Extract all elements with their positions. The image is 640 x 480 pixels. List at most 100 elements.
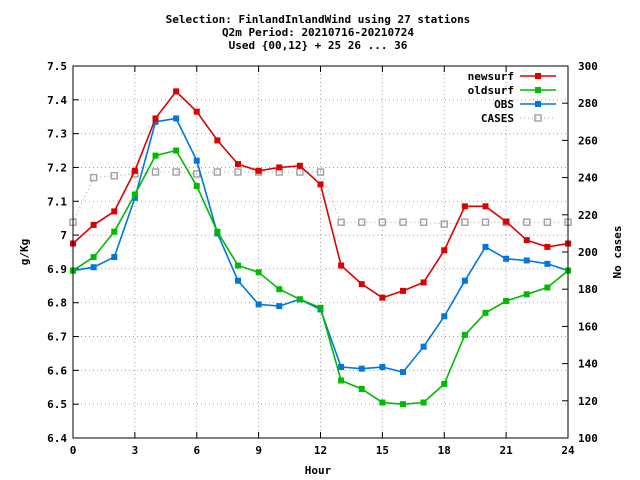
data-point [193,183,200,190]
y-tick-label: 7.1 [47,195,67,208]
y2-tick-label: 200 [578,246,598,259]
data-point [482,203,489,210]
data-point [503,255,510,262]
x-tick-label: 15 [376,444,389,457]
data-point [111,228,118,235]
data-point [441,313,448,320]
x-axis-label: Hour [305,464,332,477]
legend-entry-newsurf: newsurf [468,70,556,83]
x-tick-label: 0 [70,444,77,457]
data-point [276,286,283,293]
data-point [420,343,427,350]
legend-entry-obs: OBS [494,98,556,111]
data-point [90,254,97,261]
data-point [503,218,510,225]
data-point [544,243,551,250]
series-cases [69,168,572,228]
y-tick-label: 7.4 [47,94,67,107]
data-point [400,287,406,294]
data-point [523,291,530,298]
data-point [544,260,551,267]
data-point [152,152,159,159]
data-point [441,380,448,387]
data-point [338,363,345,370]
data-point [523,257,530,264]
data-point [235,262,241,269]
y-tick-label: 7.3 [47,128,67,141]
data-point [440,220,448,228]
legend-label: newsurf [468,70,514,83]
y2-axis-label: No cases [611,226,624,279]
data-point [400,369,406,376]
y2-tick-label: 100 [578,432,598,445]
data-point [543,218,552,226]
y2-tick-label: 120 [578,395,598,408]
x-tick-label: 12 [314,444,327,457]
data-point [337,218,345,226]
data-point [358,281,365,288]
data-point [523,237,530,244]
data-point [276,303,283,310]
data-point [481,218,490,226]
data-point [379,294,386,301]
data-point [235,277,241,284]
data-point [213,168,222,176]
y-tick-label: 7.2 [47,161,67,174]
data-point [461,218,469,226]
data-point [358,385,365,392]
y-tick-label: 6.7 [47,331,67,344]
data-point [296,168,304,176]
data-point [111,254,118,261]
data-point [503,298,510,305]
data-point [193,108,200,115]
legend-label: OBS [494,98,514,111]
y-tick-label: 7.5 [47,60,67,73]
data-point [173,115,180,122]
data-point [317,304,324,311]
y-tick-label: 6.5 [47,398,67,411]
data-point [523,218,531,226]
data-point [152,115,159,122]
data-point [172,168,180,176]
legend-entry-cases: CASES [481,112,556,125]
data-point [110,172,118,180]
series-line-cases [72,171,568,225]
y2-tick-label: 240 [578,172,598,185]
data-point [358,218,366,226]
data-point [379,399,386,406]
data-point [461,203,468,210]
data-point [296,296,303,303]
y2-tick-label: 300 [578,60,598,73]
data-point [461,331,468,338]
x-tick-label: 24 [561,444,575,457]
data-point [234,168,242,176]
y-tick-label: 6.9 [47,263,67,276]
data-point [131,191,138,198]
data-point [461,277,468,284]
data-point [90,264,97,271]
legend-label: CASES [481,112,514,125]
x-tick-label: 9 [255,444,262,457]
data-point [482,243,489,250]
data-point [255,301,262,308]
x-tick-label: 18 [438,444,451,457]
legend-entry-oldsurf: oldsurf [468,84,556,97]
data-point [338,262,345,269]
y-axis-label: g/Kg [18,239,31,266]
y-tick-label: 6.4 [47,432,67,445]
data-point [131,167,138,174]
plot-frame [72,65,569,439]
data-point [378,218,387,226]
legend-swatch-marker [535,73,541,79]
y-tick-label: 6.6 [47,364,67,377]
y-tick-label: 6.8 [47,297,67,310]
data-point [419,218,428,226]
data-point [296,162,303,169]
legend-swatch-marker [534,114,542,122]
data-point [379,363,386,370]
data-point [544,284,551,291]
x-tick-label: 6 [193,444,200,457]
y2-tick-label: 160 [578,320,598,333]
